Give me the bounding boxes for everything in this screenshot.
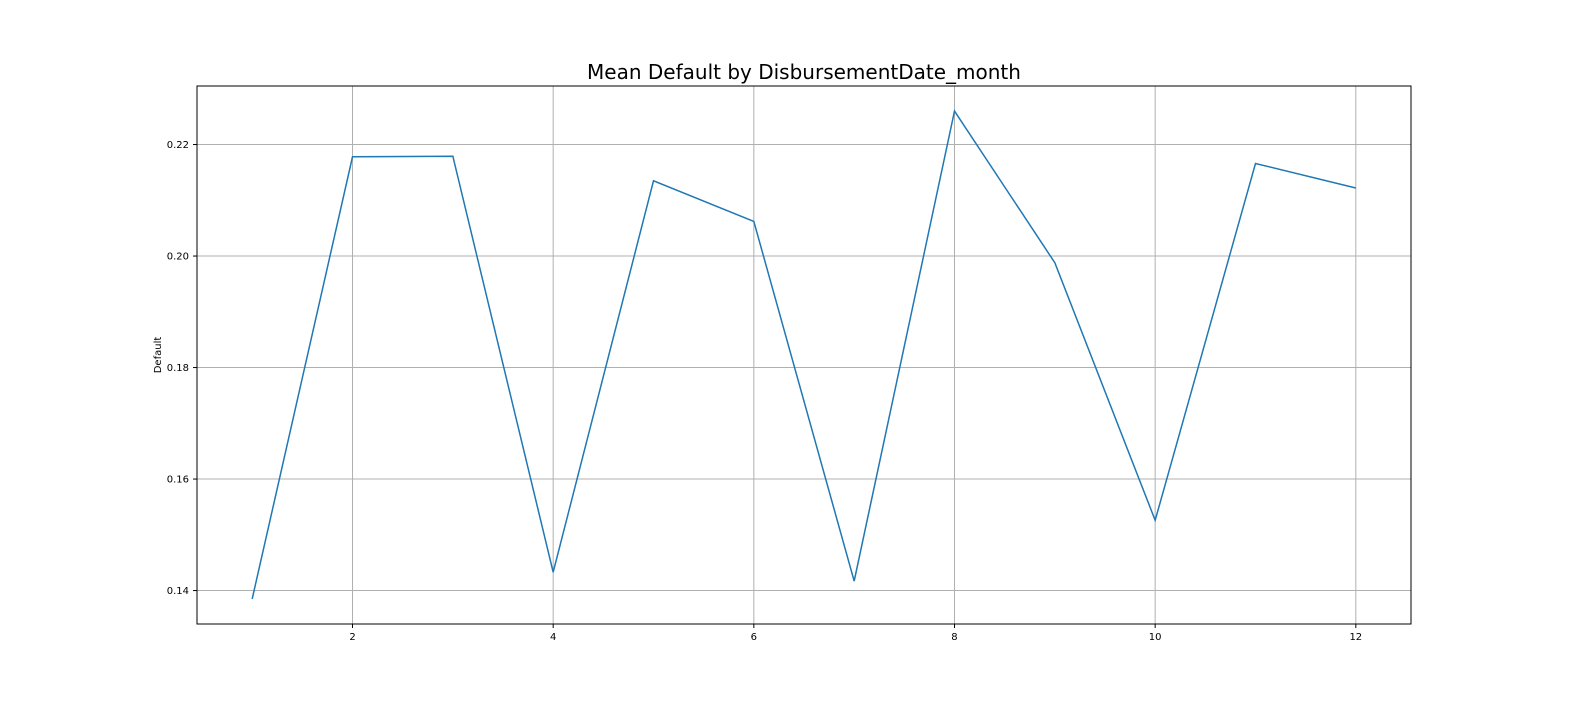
x-tick-label: 12 [1349, 632, 1362, 643]
y-tick-label: 0.20 [167, 252, 189, 263]
y-tick-label: 0.18 [167, 363, 189, 374]
x-tick-label: 4 [550, 632, 556, 643]
series-line [251, 109, 1356, 600]
y-axis-label: Default [153, 337, 164, 374]
x-tick-label: 8 [951, 632, 957, 643]
y-tick-label: 0.16 [167, 475, 189, 486]
x-tick-label: 2 [349, 632, 355, 643]
plot-frame [196, 85, 1412, 625]
axis-ticks: 2 4 6 8 10 12 0.14 0.16 0.18 0.20 0.22 [167, 140, 1362, 643]
y-tick-label: 0.14 [167, 586, 189, 597]
y-tick-label: 0.22 [167, 140, 189, 151]
grid-lines [197, 86, 1411, 624]
series-layer [251, 109, 1356, 600]
x-tick-label: 6 [751, 632, 757, 643]
chart-title: Mean Default by DisbursementDate_month [587, 60, 1021, 84]
x-tick-label: 10 [1149, 632, 1162, 643]
